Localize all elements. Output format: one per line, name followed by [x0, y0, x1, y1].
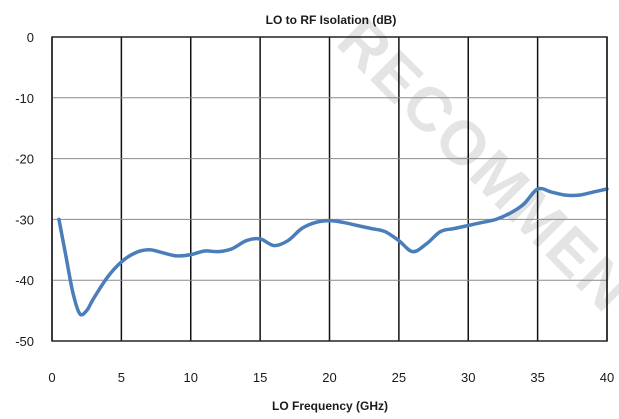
y-tick-labels: 0 -10 -20 -30 -40 -50 — [15, 30, 34, 349]
chart-title: LO to RF Isolation (dB) — [266, 13, 397, 27]
y-tick-label: -30 — [15, 212, 34, 227]
x-tick-label: 25 — [392, 370, 406, 385]
x-tick-label: 5 — [118, 370, 125, 385]
watermark-text: RECOMMEN — [324, 5, 619, 326]
watermark: RECOMMEN — [324, 5, 619, 326]
series-line — [57, 186, 609, 317]
y-tick-label: 0 — [27, 30, 34, 45]
x-tick-label: 15 — [253, 370, 267, 385]
series-layer — [57, 186, 609, 317]
y-tick-label: -10 — [15, 91, 34, 106]
x-tick-label: 0 — [48, 370, 55, 385]
y-tick-label: -40 — [15, 273, 34, 288]
x-tick-label: 30 — [461, 370, 475, 385]
y-tick-label: -50 — [15, 334, 34, 349]
x-tick-label: 40 — [600, 370, 614, 385]
x-axis-label: LO Frequency (GHz) — [272, 399, 388, 413]
x-tick-labels: 0 5 10 15 20 25 30 35 40 — [48, 370, 614, 385]
x-tick-label: 10 — [184, 370, 198, 385]
x-tick-label: 20 — [322, 370, 336, 385]
x-tick-label: 35 — [530, 370, 544, 385]
plot-area — [51, 36, 608, 342]
y-tick-label: -20 — [15, 152, 34, 167]
